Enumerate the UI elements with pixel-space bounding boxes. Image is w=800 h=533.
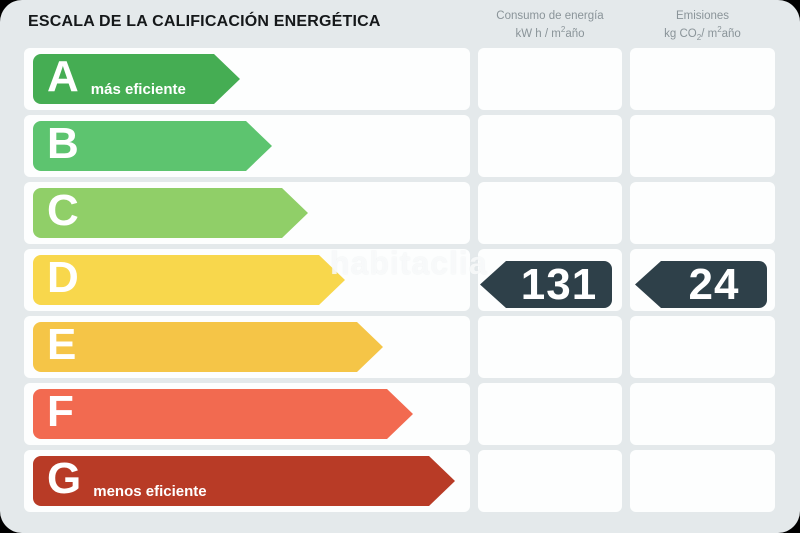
consumo-cell-b [478,115,622,177]
value-arrow-tip-icon [480,261,506,308]
scale-cell-e: E [24,316,470,378]
rating-arrow-d: D [33,253,345,305]
rating-arrow-f: F [33,387,413,439]
emisiones-cell-a [630,48,775,110]
rating-arrow-b-body: B [33,119,246,171]
rating-arrow-e: E [33,320,383,372]
rating-letter: G [47,454,82,503]
emisiones-cell-e [630,316,775,378]
scale-cell-d: D [24,249,470,311]
emisiones-cell-f [630,383,775,445]
emisiones-value: 24 [661,261,767,308]
rating-arrow-a-body: A más eficiente [33,52,214,104]
emisiones-cell-d: 24 [630,249,775,311]
rating-arrow-g: G menos eficiente [33,454,455,506]
consumo-cell-a [478,48,622,110]
consumo-header-units: kW h / m2año [515,25,585,40]
consumo-column-header: Consumo de energía kW h / m2año [478,9,622,41]
emisiones-cell-g [630,450,775,512]
rating-arrow-b: B [33,119,272,171]
arrow-tip-icon [319,255,345,305]
scale-cell-g: G menos eficiente [24,450,470,512]
rating-arrow-f-body: F [33,387,387,439]
rating-letter: C [47,186,79,235]
habitaclia-watermark: habitaclia [330,245,488,281]
rating-letter: F [47,387,74,436]
consumo-cell-d: 131 [478,249,622,311]
consumo-cell-f [478,383,622,445]
rating-note: más eficiente [90,81,186,98]
value-arrow-tip-icon [635,261,661,308]
rating-arrow-c: C [33,186,308,238]
arrow-tip-icon [357,322,383,372]
arrow-tip-icon [387,389,413,439]
scale-cell-c: C [24,182,470,244]
scale-cell-a: A más eficiente [24,48,470,110]
arrow-tip-icon [214,54,240,104]
rating-note: menos eficiente [93,483,207,500]
arrow-tip-icon [282,188,308,238]
page-title: ESCALA DE LA CALIFICACIÓN ENERGÉTICA [28,13,381,30]
emisiones-column-header: Emisiones kg CO2/ m2año [630,9,775,45]
consumo-value-arrow: 131 [480,261,612,308]
consumo-cell-c [478,182,622,244]
consumo-value: 131 [506,261,612,308]
rating-arrow-g-body: G menos eficiente [33,454,429,506]
rating-arrow-c-body: C [33,186,282,238]
rating-arrow-a: A más eficiente [33,52,240,104]
arrow-tip-icon [246,121,272,171]
emisiones-cell-b [630,115,775,177]
rating-letter: A [47,52,79,101]
rating-letter: D [47,253,79,302]
scale-cell-b: B [24,115,470,177]
scale-cell-f: F [24,383,470,445]
emisiones-header-units: kg CO2/ m2año [664,25,741,43]
rating-letter: B [47,119,79,168]
rating-arrow-d-body: D [33,253,319,305]
rating-letter: E [47,320,77,369]
arrow-tip-icon [429,456,455,506]
emisiones-header-line1: Emisiones [675,10,730,22]
emisiones-cell-c [630,182,775,244]
consumo-cell-g [478,450,622,512]
rating-arrow-e-body: E [33,320,357,372]
emisiones-value-arrow: 24 [635,261,767,308]
consumo-header-line1: Consumo de energía [496,10,604,22]
consumo-cell-e [478,316,622,378]
